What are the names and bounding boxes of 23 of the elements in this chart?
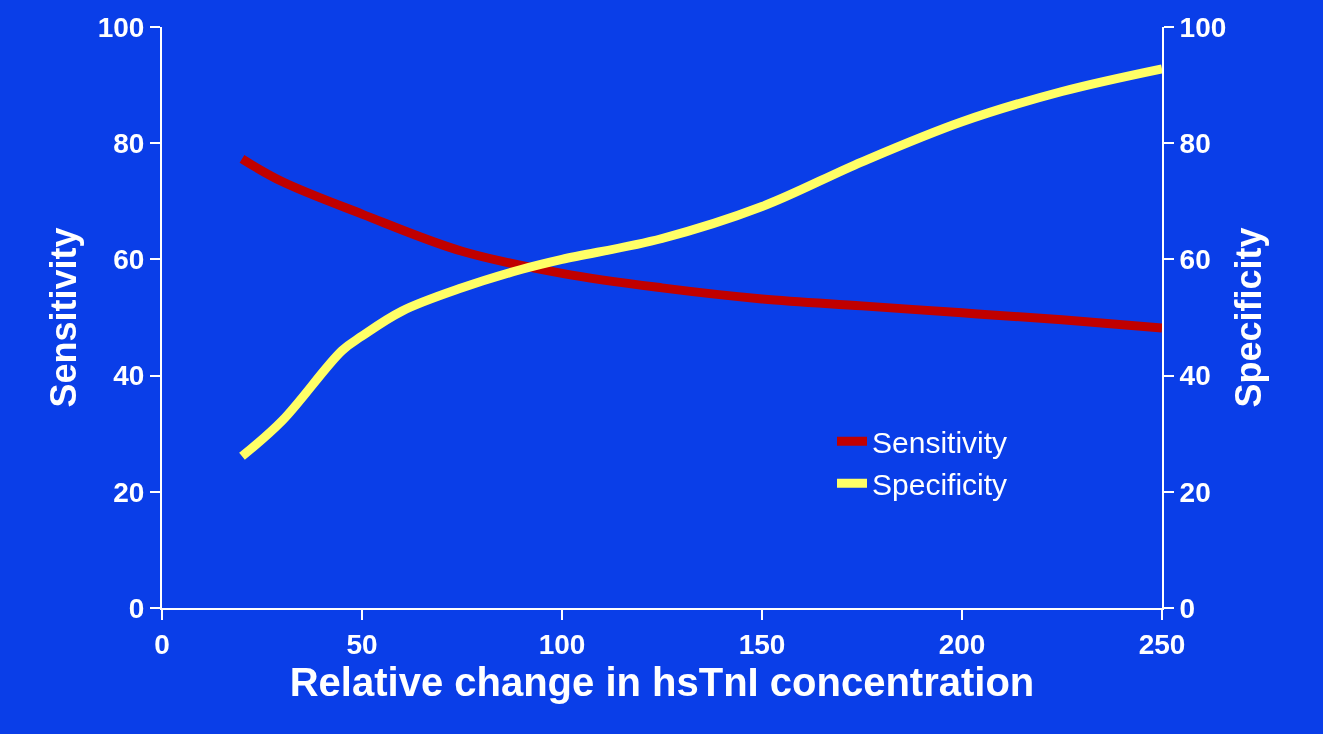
y2-tick-label: 20: [1179, 476, 1211, 508]
y-tick-label: 40: [113, 360, 145, 392]
x-tick-label: 0: [154, 628, 170, 660]
legend-label: Specificity: [872, 467, 1008, 501]
y2-axis-title: Specificity: [1227, 227, 1269, 408]
legend-label: Sensitivity: [872, 425, 1008, 459]
y2-tick-label: 100: [1179, 11, 1227, 43]
y-tick-label: 60: [113, 244, 145, 276]
y-tick-label: 80: [113, 128, 145, 159]
y-tick-label: 20: [113, 476, 145, 508]
y2-tick-label: 60: [1179, 244, 1211, 276]
y-axis-title: Sensitivity: [43, 227, 85, 408]
y-tick-label: 100: [97, 11, 145, 43]
y2-tick-label: 40: [1179, 360, 1211, 392]
y-tick-label: 0: [128, 592, 145, 624]
y2-tick-label: 80: [1179, 128, 1211, 159]
x-tick-label: 50: [346, 628, 378, 660]
y2-tick-label: 0: [1179, 592, 1196, 624]
x-tick-label: 100: [538, 628, 586, 660]
x-tick-label: 150: [738, 628, 786, 660]
x-tick-label: 200: [938, 628, 986, 660]
x-axis-title: Relative change in hsTnI concentration: [289, 659, 1035, 704]
x-tick-label: 250: [1138, 628, 1186, 660]
